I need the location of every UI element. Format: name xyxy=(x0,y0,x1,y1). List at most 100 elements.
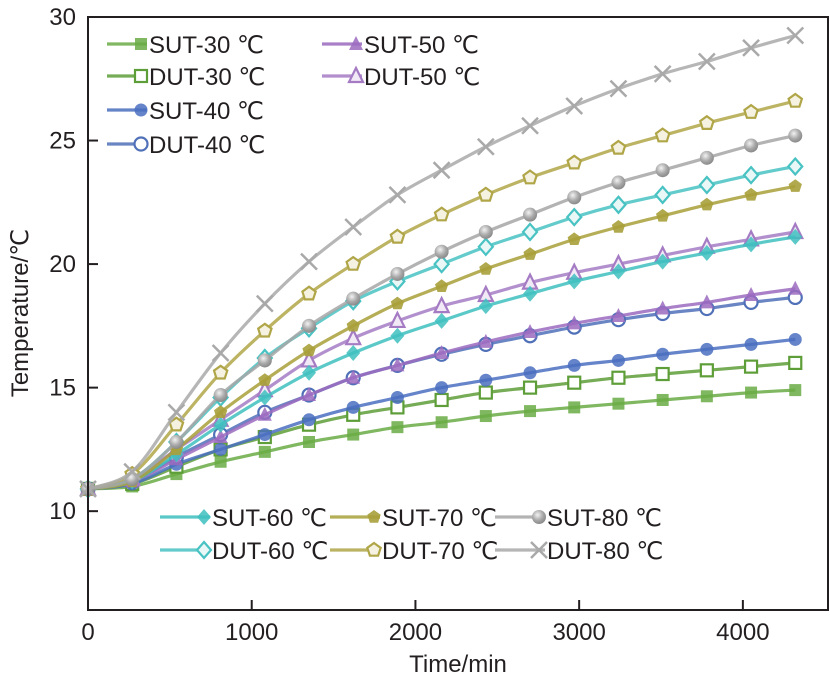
data-point xyxy=(388,310,407,329)
y-tick-label: 30 xyxy=(49,4,76,31)
data-point xyxy=(344,218,363,236)
data-point xyxy=(390,327,405,344)
data-point xyxy=(699,150,714,165)
legend-marker-icon xyxy=(532,510,546,524)
data-point xyxy=(788,128,803,143)
data-point xyxy=(609,79,628,98)
data-point xyxy=(522,169,538,185)
data-point xyxy=(390,266,405,281)
legend-entry: SUT-80 ℃ xyxy=(495,505,662,532)
data-point xyxy=(390,296,405,310)
data-point xyxy=(345,255,362,271)
data-point xyxy=(435,416,448,429)
data-point xyxy=(435,279,449,292)
legend-entry: SUT-60 ℃ xyxy=(160,505,327,532)
data-point xyxy=(258,445,271,458)
data-point xyxy=(744,138,759,153)
data-point xyxy=(346,291,361,306)
legend-layer: SUT-30 ℃ DUT-30 ℃ SUT-40 ℃ DUT-40 ℃ SUT-50 ℃… xyxy=(107,32,663,565)
legend-entry: DUT-40 ℃ xyxy=(107,132,265,159)
data-point xyxy=(344,327,363,346)
data-point xyxy=(479,373,493,387)
data-point xyxy=(655,300,670,315)
data-point xyxy=(565,207,583,227)
data-point xyxy=(302,413,316,427)
data-point xyxy=(477,186,494,202)
data-point xyxy=(347,428,360,441)
legend-label: DUT-30 ℃ xyxy=(149,64,265,91)
plot-frame xyxy=(87,16,829,611)
data-point xyxy=(479,262,493,275)
data-point xyxy=(432,161,451,180)
data-point xyxy=(788,332,802,346)
data-point xyxy=(346,400,360,414)
data-point xyxy=(258,428,272,442)
legend-label: SUT-70 ℃ xyxy=(382,505,497,532)
data-point xyxy=(745,386,758,399)
legend-marker-icon xyxy=(135,38,147,50)
data-point xyxy=(390,391,404,405)
data-point xyxy=(214,442,228,456)
x-tick-label: 3000 xyxy=(552,619,605,646)
legend-label: DUT-60 ℃ xyxy=(212,538,328,565)
data-point xyxy=(655,366,670,382)
data-point xyxy=(567,375,582,390)
data-point xyxy=(433,206,450,222)
legend-entry: DUT-50 ℃ xyxy=(322,64,480,91)
data-point xyxy=(654,185,672,205)
data-point xyxy=(656,347,670,361)
data-point xyxy=(346,345,361,362)
data-point xyxy=(744,187,758,201)
legend-entry: DUT-80 ℃ xyxy=(495,538,663,565)
data-point xyxy=(211,344,230,362)
ticks-layer: 0 1000 2000 3000 4000 10 15 20 25 30 xyxy=(49,4,769,646)
legend-label: DUT-70 ℃ xyxy=(382,538,498,565)
data-point xyxy=(611,175,626,190)
data-point xyxy=(478,385,493,400)
legend-marker-icon xyxy=(530,541,548,559)
legend-label: DUT-50 ℃ xyxy=(364,64,480,91)
data-point xyxy=(743,359,759,374)
data-point xyxy=(432,295,451,314)
data-point xyxy=(434,345,449,360)
data-point xyxy=(787,92,804,108)
legend-entry: SUT-30 ℃ xyxy=(107,32,264,59)
data-point xyxy=(699,294,714,309)
data-point xyxy=(302,387,317,402)
legend-entry: DUT-60 ℃ xyxy=(160,538,328,565)
legend-entry: SUT-40 ℃ xyxy=(107,98,264,125)
data-point xyxy=(167,403,186,422)
legend-marker-icon xyxy=(133,68,149,84)
data-point xyxy=(565,97,584,115)
legend-label: DUT-80 ℃ xyxy=(547,538,663,565)
data-point xyxy=(611,263,626,280)
series-dut-80 xyxy=(79,26,805,498)
x-tick-label: 4000 xyxy=(716,619,769,646)
data-point xyxy=(698,175,716,195)
series-layer xyxy=(79,26,805,499)
series-sut-50 xyxy=(81,280,803,495)
legend-label: SUT-50 ℃ xyxy=(364,32,479,59)
x-tick-label: 2000 xyxy=(389,619,442,646)
data-point xyxy=(214,455,227,468)
data-point xyxy=(567,232,581,245)
data-point xyxy=(434,312,449,329)
data-point xyxy=(434,244,449,259)
data-point xyxy=(788,228,803,245)
data-point xyxy=(521,222,539,242)
legend-entry: DUT-30 ℃ xyxy=(107,64,265,91)
data-point xyxy=(479,410,492,423)
data-point xyxy=(568,401,581,414)
data-point xyxy=(567,358,581,372)
data-point xyxy=(300,252,318,271)
data-point xyxy=(391,421,404,434)
data-point xyxy=(257,353,272,368)
data-point xyxy=(389,228,406,244)
data-point xyxy=(698,114,715,130)
data-point xyxy=(700,342,714,356)
y-tick-label: 25 xyxy=(49,128,76,155)
legend-marker-icon xyxy=(134,103,148,117)
data-point xyxy=(567,190,582,205)
legend-label: SUT-40 ℃ xyxy=(149,98,264,125)
